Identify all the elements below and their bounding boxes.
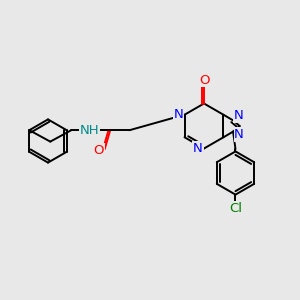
Text: O: O — [199, 74, 209, 87]
Text: N: N — [234, 128, 244, 141]
Text: N: N — [234, 110, 243, 122]
Text: N: N — [193, 142, 203, 155]
Text: O: O — [93, 144, 104, 157]
Text: NH: NH — [80, 124, 100, 137]
Text: Cl: Cl — [229, 202, 242, 215]
Text: N: N — [174, 108, 183, 121]
